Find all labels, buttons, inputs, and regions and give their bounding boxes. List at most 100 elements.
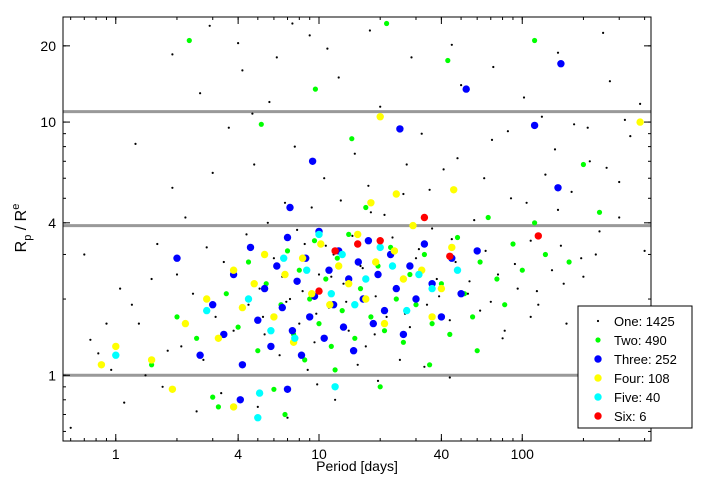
data-point: [403, 306, 411, 315]
data-point: [427, 362, 433, 368]
data-point: [171, 53, 174, 56]
data-point: [222, 260, 225, 264]
data-point: [307, 296, 313, 302]
data-point: [398, 358, 401, 361]
data-point: [236, 396, 244, 404]
data-point: [345, 280, 353, 288]
data-point: [359, 264, 362, 268]
data-point: [423, 365, 426, 368]
y-tick-label: 20: [40, 38, 56, 54]
data-point: [623, 118, 627, 121]
data-point: [203, 295, 211, 303]
data-point: [376, 113, 384, 121]
data-point: [261, 315, 265, 318]
data-point: [220, 392, 223, 395]
data-point: [457, 290, 465, 298]
data-point: [256, 405, 259, 408]
legend-marker: [594, 412, 602, 420]
data-point: [368, 314, 374, 320]
data-point: [479, 309, 482, 312]
data-point: [308, 34, 311, 37]
data-point: [388, 262, 397, 270]
data-point: [175, 273, 179, 276]
data-point: [376, 379, 380, 382]
y-axis-label: Rp / Re: [10, 204, 34, 253]
data-point: [280, 254, 288, 262]
data-point: [317, 240, 325, 248]
data-point: [245, 233, 248, 236]
data-point: [542, 251, 549, 258]
data-point: [324, 244, 327, 247]
series-4: [112, 230, 462, 422]
data-point: [97, 352, 100, 355]
data-point: [293, 145, 296, 148]
x-tick-label: 10: [311, 446, 327, 462]
data-point: [275, 56, 278, 59]
data-point: [450, 43, 453, 46]
data-point: [353, 152, 356, 155]
data-point: [618, 180, 621, 184]
data-point: [420, 240, 429, 248]
data-point: [415, 270, 423, 279]
data-point: [501, 337, 504, 340]
data-point: [245, 259, 252, 265]
data-point: [506, 130, 509, 133]
data-point: [596, 209, 603, 215]
data-point: [229, 403, 238, 411]
data-point: [316, 383, 319, 386]
data-point: [485, 214, 491, 221]
data-point: [532, 37, 538, 44]
data-point: [272, 257, 275, 260]
legend: One: 1425 Two: 490 Three: 252 Four: 108 Five…: [577, 305, 693, 429]
data-point: [354, 240, 362, 248]
y-axis-label-sub-e: e: [10, 204, 22, 210]
data-point: [331, 383, 339, 391]
data-point: [349, 136, 355, 142]
legend-marker: [596, 319, 600, 323]
data-point: [278, 354, 281, 357]
data-point: [334, 255, 340, 261]
data-point: [291, 334, 299, 342]
legend-box: [577, 305, 693, 429]
data-point: [390, 247, 399, 255]
data-point: [540, 115, 544, 118]
data-point: [483, 177, 486, 180]
x-axis-ticks: 1 4 10 40 100: [70, 17, 646, 462]
data-point: [400, 339, 406, 345]
data-point: [391, 236, 394, 239]
data-point: [445, 57, 451, 64]
data-point: [383, 213, 386, 216]
data-point: [544, 173, 547, 176]
data-point: [456, 157, 459, 160]
data-point: [303, 266, 311, 274]
data-point: [308, 157, 317, 165]
data-point: [556, 51, 560, 54]
data-point: [349, 347, 358, 355]
data-point: [211, 171, 214, 174]
data-point: [352, 335, 358, 341]
data-point: [345, 300, 348, 303]
data-point: [283, 385, 292, 393]
data-point: [586, 126, 589, 129]
data-point: [532, 220, 538, 226]
series-0: [69, 22, 646, 429]
data-point: [473, 247, 481, 255]
data-point: [503, 329, 506, 332]
data-point: [374, 270, 382, 279]
data-point: [450, 238, 453, 241]
data-point: [171, 186, 174, 189]
data-point: [330, 275, 333, 278]
data-point: [525, 201, 528, 204]
data-point: [413, 302, 419, 308]
data-point: [168, 385, 177, 393]
data-point: [477, 259, 483, 265]
data-point: [489, 300, 492, 303]
data-point: [529, 315, 532, 318]
data-point: [119, 287, 122, 290]
data-point: [112, 351, 120, 359]
data-points: [69, 20, 646, 429]
data-point: [247, 303, 250, 306]
data-point: [282, 411, 288, 418]
data-point: [331, 247, 339, 255]
series-1: [113, 20, 603, 418]
